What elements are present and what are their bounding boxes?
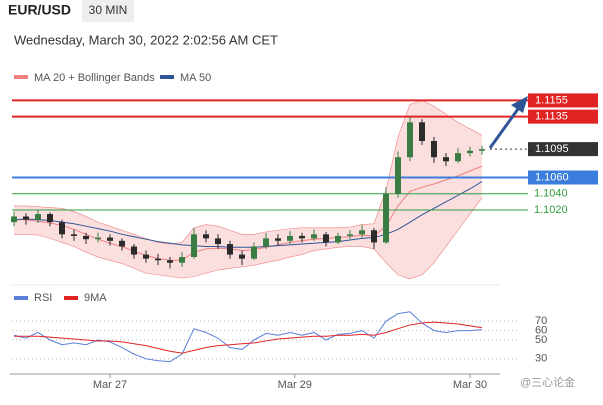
- datetime: Wednesday, March 30, 2022 2:02:56 AM CET: [14, 32, 278, 47]
- legend-label: MA 50: [180, 72, 211, 84]
- candle-body: [227, 244, 233, 255]
- candle-body: [215, 238, 221, 245]
- level-box: [528, 142, 598, 157]
- level-label: 1.1095: [535, 143, 569, 155]
- candle-body: [95, 237, 101, 240]
- candle-body: [167, 260, 173, 263]
- candle-body: [143, 254, 149, 259]
- candle-body: [407, 122, 413, 158]
- symbol: EUR/USD: [8, 2, 71, 18]
- candle-body: [455, 153, 461, 162]
- rsi-line: [13, 311, 483, 363]
- y-tick-label: 60: [535, 324, 547, 336]
- y-tick-label: 70: [535, 315, 547, 327]
- candle-body: [131, 246, 137, 255]
- candle-body: [335, 235, 341, 243]
- x-tick-label: Mar 29: [278, 379, 312, 391]
- candle-body: [47, 214, 53, 223]
- candle-body: [179, 257, 185, 263]
- candle-body: [323, 234, 329, 243]
- legend-swatch: [64, 296, 78, 300]
- candle-body: [359, 230, 365, 235]
- legend-swatch: [14, 296, 28, 300]
- candle-body: [239, 254, 245, 259]
- candle-body: [251, 246, 257, 259]
- candle-body: [443, 157, 449, 162]
- candle-body: [347, 234, 353, 236]
- ma20-line: [14, 165, 483, 261]
- level-label: 1.1060: [535, 171, 569, 183]
- bollinger-upper: [14, 100, 483, 245]
- candle-body: [275, 238, 281, 241]
- candle-body: [83, 235, 89, 240]
- timeframe-box: [82, 0, 134, 22]
- candle-body: [11, 216, 17, 223]
- candle-body: [419, 122, 425, 141]
- rsi-line: [14, 321, 483, 354]
- candle-body: [35, 214, 41, 220]
- candle-body: [479, 149, 485, 151]
- candle-body: [191, 234, 197, 258]
- legend-swatch: [160, 75, 174, 79]
- legend-label: 9MA: [84, 292, 107, 304]
- candle-body: [311, 234, 317, 239]
- legend-label: RSI: [34, 292, 52, 304]
- price-chart: MA 20 + Bollinger Bands MA 50 1.1155 1.1135…: [11, 72, 598, 280]
- x-tick-label: Mar 30: [453, 379, 487, 391]
- candle-body: [431, 140, 437, 158]
- ma50-line: [13, 181, 483, 248]
- candle-body: [299, 235, 305, 239]
- candle-body: [203, 234, 209, 239]
- candle-body: [371, 230, 377, 243]
- level-label: 1.1155: [535, 94, 568, 106]
- arrow-head: [511, 96, 528, 113]
- y-tick-label: 30: [535, 353, 547, 365]
- candle-body: [59, 222, 65, 235]
- level-box: [528, 170, 598, 185]
- annotations: [488, 96, 528, 149]
- candle-body: [23, 216, 29, 220]
- legend-swatch: [14, 75, 28, 79]
- y-tick-label: 50: [535, 334, 547, 346]
- level-label: 1.1135: [535, 111, 568, 123]
- candle-body: [119, 240, 125, 247]
- watermark: @三心论金: [520, 375, 575, 389]
- x-tick-label: Mar 27: [93, 379, 127, 391]
- level-box: [528, 109, 598, 124]
- legend-label: MA 20 + Bollinger Bands: [34, 72, 155, 84]
- candle-body: [107, 237, 113, 241]
- level-label: 1.1020: [534, 204, 568, 216]
- timeframe: 30 MIN: [89, 3, 128, 17]
- candle-body: [383, 193, 389, 243]
- arrow-shaft: [488, 108, 520, 149]
- candle-body: [155, 258, 161, 261]
- candle-body: [395, 157, 401, 194]
- candle-body: [467, 150, 473, 154]
- candle-body: [71, 234, 77, 236]
- level-label: 1.1040: [534, 188, 568, 200]
- level-box: [528, 93, 598, 108]
- candle-body: [287, 235, 293, 241]
- candle-body: [263, 238, 269, 247]
- bollinger-lower: [14, 197, 483, 280]
